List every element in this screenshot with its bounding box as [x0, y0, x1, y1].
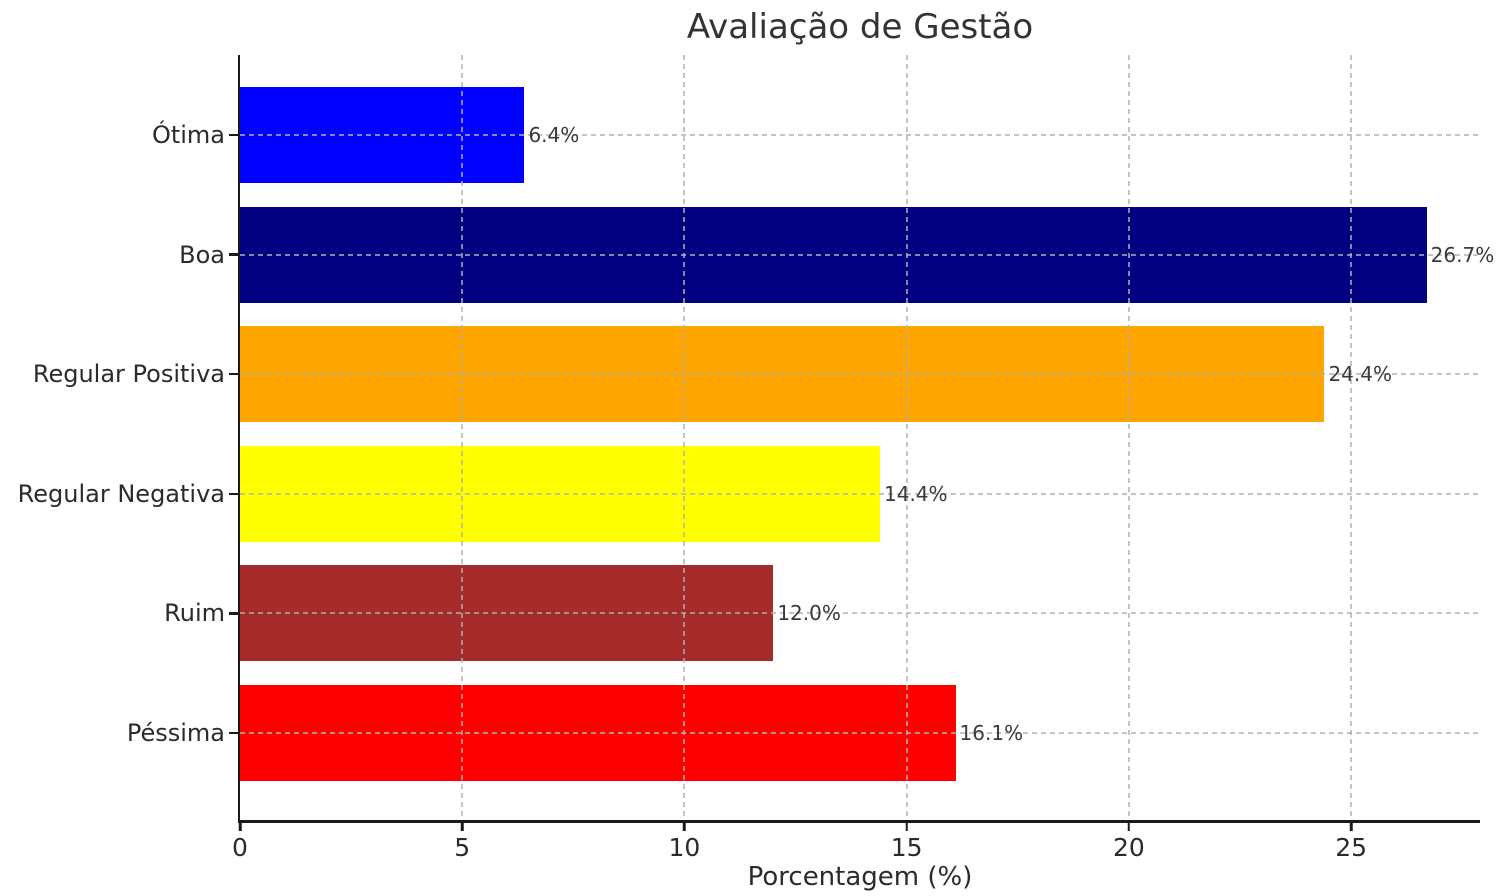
x-tick-label: 20 — [1112, 833, 1145, 862]
gridline-vertical — [461, 55, 464, 820]
gridline-vertical — [1350, 55, 1353, 820]
x-tick-mark — [1127, 822, 1131, 831]
x-tick-mark — [460, 822, 464, 831]
category-label: Regular Negativa — [17, 479, 225, 508]
y-tick-mark — [228, 492, 238, 496]
x-axis-label: Porcentagem (%) — [747, 862, 973, 892]
x-tick-label: 25 — [1335, 833, 1368, 862]
value-label: 26.7% — [1430, 242, 1495, 267]
category-label: Péssima — [126, 719, 225, 747]
value-label: 24.4% — [1328, 362, 1392, 387]
gridline-horizontal — [240, 732, 1480, 734]
gridline-horizontal — [240, 492, 1480, 495]
y-tick-mark — [228, 133, 238, 137]
gridline-horizontal — [240, 612, 1480, 615]
x-tick-mark — [238, 822, 242, 831]
gridline-horizontal — [240, 134, 1480, 136]
plot-area: Avaliação de Gestão 6.4% 26.7% 24.4% 14.4% 1… — [18, 7, 1495, 892]
y-tick-mark — [228, 253, 238, 256]
x-tick-label: 0 — [232, 833, 248, 862]
category-label: Ótima — [151, 121, 225, 149]
y-axis-spine — [237, 55, 240, 823]
gridline-horizontal — [240, 253, 1480, 256]
value-label: 14.4% — [884, 481, 948, 506]
value-label: 6.4% — [528, 123, 580, 147]
category-label: Ruim — [164, 599, 225, 628]
x-axis-spine — [237, 820, 1480, 823]
category-label: Boa — [179, 240, 225, 269]
value-label: 16.1% — [959, 721, 1024, 745]
x-tick-mark — [1349, 822, 1353, 831]
x-tick-label: 5 — [454, 833, 471, 862]
gridline-vertical — [683, 55, 686, 820]
x-tick-label: 15 — [890, 833, 923, 862]
x-tick-mark — [905, 822, 908, 831]
x-tick-mark — [683, 822, 686, 831]
y-tick-mark — [228, 372, 238, 376]
gridline-vertical — [905, 55, 908, 820]
value-label: 12.0% — [777, 601, 841, 626]
y-tick-mark — [228, 612, 238, 615]
gridline-horizontal — [240, 373, 1480, 376]
y-tick-mark — [228, 731, 238, 735]
gridline-vertical — [1127, 55, 1130, 820]
category-label: Regular Positiva — [32, 360, 225, 389]
chart-title: Avaliação de Gestão — [686, 7, 1034, 47]
x-tick-label: 10 — [668, 833, 701, 862]
